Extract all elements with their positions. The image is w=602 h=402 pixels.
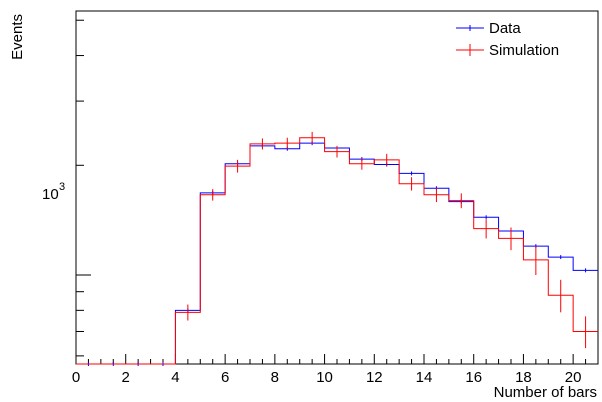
x-tick-label-10: 10	[316, 369, 333, 386]
x-tick-label-0: 0	[72, 369, 80, 386]
x-axis-title: Number of bars	[494, 384, 597, 401]
series-layer	[76, 131, 598, 366]
x-tick-label-16: 16	[465, 369, 482, 386]
series-line-simulation	[76, 137, 598, 365]
svg-text:10: 10	[42, 186, 59, 203]
x-tick-label-8: 8	[271, 369, 279, 386]
y-tick-label-1000: 10 3	[42, 181, 65, 203]
x-tick-label-12: 12	[366, 369, 383, 386]
tick-labels: 0 2 4 6 8 10 12 14 16 18 20	[72, 369, 582, 386]
x-tick-label-2: 2	[122, 369, 130, 386]
x-tick-label-6: 6	[221, 369, 229, 386]
svg-text:3: 3	[59, 181, 65, 193]
legend: Data Simulation	[456, 20, 559, 59]
legend-label-data: Data	[489, 20, 521, 37]
x-tick-label-14: 14	[416, 369, 433, 386]
legend-label-simulation: Simulation	[489, 42, 559, 59]
plot-frame	[75, 10, 599, 365]
x-tick-label-20: 20	[565, 369, 582, 386]
y-axis-title: Events	[9, 14, 26, 60]
x-tick-label-4: 4	[171, 369, 179, 386]
x-tick-label-18: 18	[515, 369, 532, 386]
